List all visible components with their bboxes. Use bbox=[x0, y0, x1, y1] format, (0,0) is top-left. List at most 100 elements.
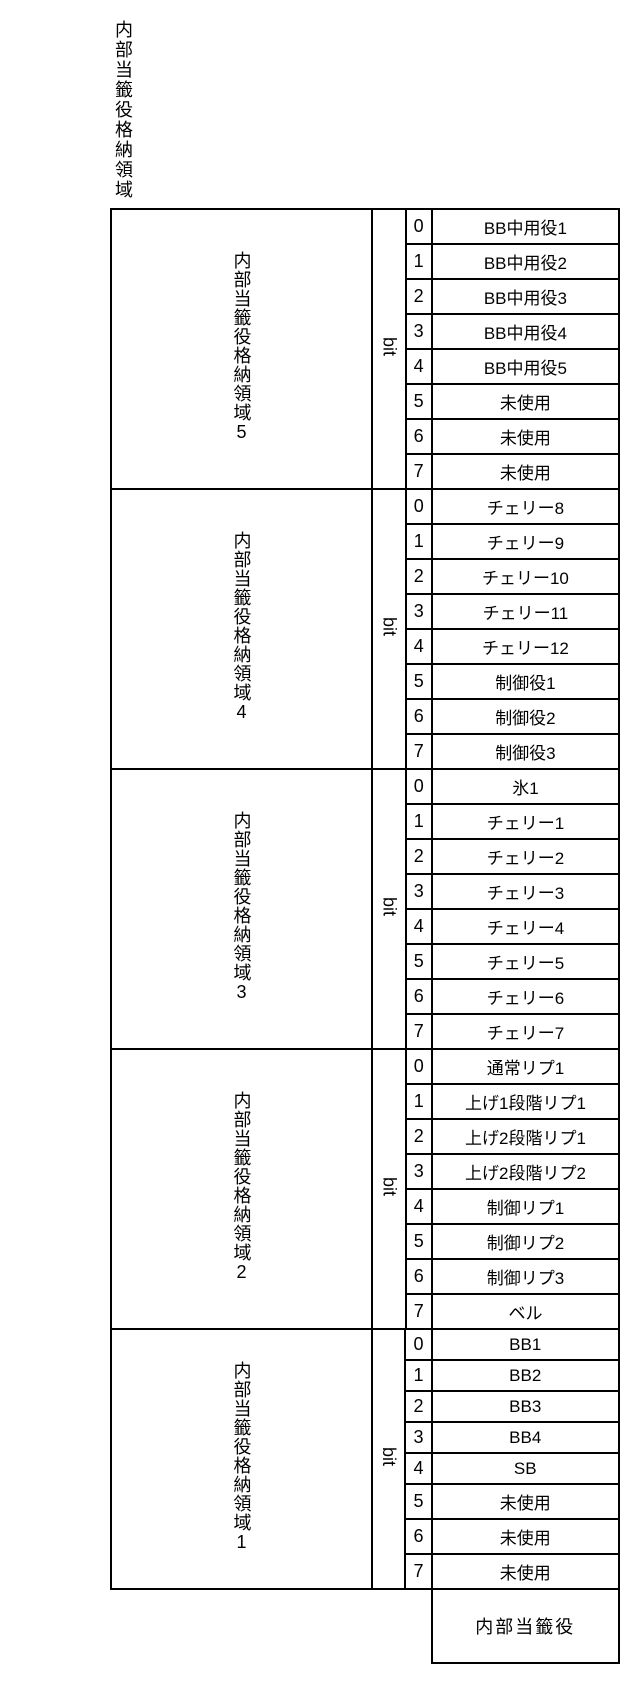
bit-value-text: 未使用 bbox=[500, 459, 551, 484]
bit-value-text: 制御役2 bbox=[495, 704, 555, 729]
bit-value-text: チェリー10 bbox=[482, 564, 569, 589]
bit-value: SB bbox=[432, 1453, 620, 1484]
bit-value: BB中用役5 bbox=[432, 349, 619, 384]
bit-index: 7 bbox=[406, 734, 432, 769]
footer-row: 内部当籤役 bbox=[111, 1589, 619, 1663]
bit-label: bit bbox=[378, 337, 399, 356]
bit-index: 3 bbox=[406, 874, 432, 909]
region-header-label: 内部当籤役格納領域2 bbox=[229, 1091, 255, 1283]
bit-value-text: チェリー12 bbox=[482, 634, 569, 659]
bit-value-text: 制御リプ3 bbox=[487, 1264, 564, 1289]
bit-index: 1 bbox=[406, 1084, 432, 1119]
region-header-label: 内部当籤役格納領域5 bbox=[229, 251, 255, 443]
bit-label: bit bbox=[378, 617, 399, 636]
bit-index: 5 bbox=[405, 1484, 431, 1519]
bit-value-text: BB2 bbox=[509, 1366, 541, 1386]
bit-value: 上げ2段階リプ1 bbox=[432, 1119, 619, 1154]
bit-value-text: 未使用 bbox=[500, 1524, 551, 1549]
bit-value-text: チェリー4 bbox=[487, 914, 564, 939]
bit-value-text: チェリー2 bbox=[487, 844, 564, 869]
bit-value: 上げ2段階リプ2 bbox=[432, 1154, 619, 1189]
bit-value: BB2 bbox=[432, 1360, 620, 1391]
bit-index: 1 bbox=[406, 804, 432, 839]
bit-index: 7 bbox=[406, 1014, 432, 1049]
bit-value: 未使用 bbox=[432, 1519, 620, 1554]
bit-value: 制御リプ3 bbox=[432, 1259, 619, 1294]
bit-index: 5 bbox=[406, 944, 432, 979]
region-table: 内部当籤役格納領域2bit0通常リプ11上げ1段階リプ12上げ2段階リプ13上げ… bbox=[110, 1048, 620, 1330]
bit-value: 通常リプ1 bbox=[432, 1049, 619, 1084]
bit-index: 6 bbox=[406, 1259, 432, 1294]
bit-value: BB3 bbox=[432, 1391, 620, 1422]
region-header-label: 内部当籤役格納領域1 bbox=[229, 1361, 255, 1553]
region-header: 内部当籤役格納領域2 bbox=[111, 1049, 372, 1329]
bit-label: bit bbox=[378, 1447, 399, 1466]
bit-value: チェリー10 bbox=[432, 559, 619, 594]
table-row: 内部当籤役格納領域2bit0通常リプ1 bbox=[111, 1049, 619, 1084]
bit-index: 6 bbox=[406, 699, 432, 734]
region-table: 内部当籤役格納領域5bit0BB中用役11BB中用役22BB中用役33BB中用役… bbox=[110, 208, 620, 490]
bit-value-text: チェリー1 bbox=[487, 809, 564, 834]
bit-value: ベル bbox=[432, 1294, 619, 1329]
page-title: 内部当籤役格納領域 bbox=[110, 20, 136, 200]
bit-value-text: BB中用役3 bbox=[484, 284, 567, 309]
table-row: 内部当籤役格納領域3bit0氷1 bbox=[111, 769, 619, 804]
region-table: 内部当籤役格納領域1bit0BB11BB22BB33BB44SB5未使用6未使用… bbox=[110, 1328, 620, 1664]
bit-value-text: 制御役3 bbox=[495, 739, 555, 764]
bit-value-text: BB中用役5 bbox=[484, 354, 567, 379]
bit-value-text: チェリー8 bbox=[487, 494, 564, 519]
bit-value: チェリー7 bbox=[432, 1014, 619, 1049]
bit-value-text: BB中用役2 bbox=[484, 249, 567, 274]
region-table: 内部当籤役格納領域3bit0氷11チェリー12チェリー23チェリー34チェリー4… bbox=[110, 768, 620, 1050]
bit-index: 1 bbox=[405, 1360, 431, 1391]
bit-index: 2 bbox=[406, 279, 432, 314]
bit-index: 1 bbox=[406, 524, 432, 559]
bit-label-cell: bit bbox=[372, 489, 406, 769]
bit-value-text: BB3 bbox=[509, 1397, 541, 1417]
bit-value: BB中用役3 bbox=[432, 279, 619, 314]
bit-index: 6 bbox=[405, 1519, 431, 1554]
bit-value-text: BB1 bbox=[509, 1335, 541, 1355]
bit-value: 制御役3 bbox=[432, 734, 619, 769]
bit-index: 2 bbox=[405, 1391, 431, 1422]
bit-index: 3 bbox=[406, 314, 432, 349]
bit-value: 上げ1段階リプ1 bbox=[432, 1084, 619, 1119]
bit-value: 制御役2 bbox=[432, 699, 619, 734]
bit-index: 4 bbox=[405, 1453, 431, 1484]
bit-value-text: ベル bbox=[508, 1299, 542, 1324]
bit-label-cell: bit bbox=[372, 1329, 405, 1589]
region-header-label: 内部当籤役格納領域4 bbox=[229, 531, 255, 723]
regions-container: 内部当籤役格納領域5bit0BB中用役11BB中用役22BB中用役33BB中用役… bbox=[110, 208, 620, 1664]
table-row: 内部当籤役格納領域1bit0BB1 bbox=[111, 1329, 619, 1360]
bit-value-text: 制御役1 bbox=[495, 669, 555, 694]
bit-index: 0 bbox=[406, 1049, 432, 1084]
bit-value-text: チェリー6 bbox=[487, 984, 564, 1009]
bit-index: 4 bbox=[406, 349, 432, 384]
bit-value: 未使用 bbox=[432, 1484, 620, 1519]
footer-label: 内部当籤役 bbox=[475, 1613, 575, 1639]
bit-index: 2 bbox=[406, 1119, 432, 1154]
bit-value-text: 上げ1段階リプ1 bbox=[465, 1089, 586, 1114]
bit-value: 制御リプ1 bbox=[432, 1189, 619, 1224]
bit-value-text: 通常リプ1 bbox=[487, 1054, 564, 1079]
bit-value: チェリー8 bbox=[432, 489, 619, 524]
bit-value: 未使用 bbox=[432, 419, 619, 454]
bit-value: 未使用 bbox=[432, 454, 619, 489]
bit-value-text: チェリー9 bbox=[487, 529, 564, 554]
bit-index: 5 bbox=[406, 664, 432, 699]
bit-index: 0 bbox=[406, 769, 432, 804]
bit-value-text: 上げ2段階リプ2 bbox=[465, 1159, 586, 1184]
bit-label: bit bbox=[378, 1177, 399, 1196]
bit-value: チェリー5 bbox=[432, 944, 619, 979]
bit-value: BB4 bbox=[432, 1422, 620, 1453]
bit-index: 6 bbox=[406, 419, 432, 454]
bit-value-text: チェリー5 bbox=[487, 949, 564, 974]
bit-value-text: 氷1 bbox=[512, 774, 538, 799]
region-header-label: 内部当籤役格納領域3 bbox=[229, 811, 255, 1003]
region-header: 内部当籤役格納領域5 bbox=[111, 209, 372, 489]
bit-index: 5 bbox=[406, 384, 432, 419]
footer-label-cell: 内部当籤役 bbox=[432, 1589, 620, 1663]
bit-index: 1 bbox=[406, 244, 432, 279]
bit-value: 未使用 bbox=[432, 1554, 620, 1589]
region-table: 内部当籤役格納領域4bit0チェリー81チェリー92チェリー103チェリー114… bbox=[110, 488, 620, 770]
